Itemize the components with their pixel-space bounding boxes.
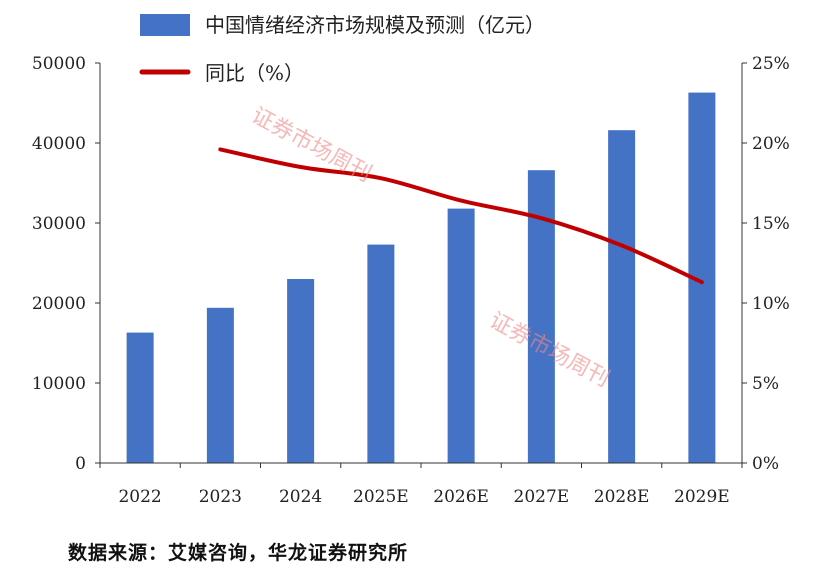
legend-bar-label: 中国情绪经济市场规模及预测（亿元） <box>205 13 545 37</box>
watermark: 证券市场周刊 <box>247 103 375 187</box>
right-tick-label: 10% <box>752 294 790 314</box>
left-tick-label: 50000 <box>32 54 86 74</box>
right-tick-label: 25% <box>752 54 790 74</box>
legend-bar-swatch <box>140 14 190 36</box>
right-tick-label: 0% <box>752 454 779 474</box>
x-tick-label: 2024 <box>279 487 322 507</box>
bar-2025E <box>367 244 395 463</box>
right-tick-label: 5% <box>752 374 779 394</box>
left-tick-label: 20000 <box>32 294 86 314</box>
right-tick-label: 15% <box>752 214 790 234</box>
bar-2023 <box>206 307 234 463</box>
yoy-line <box>218 147 704 285</box>
x-tick-label: 2023 <box>199 487 242 507</box>
left-tick-label: 0 <box>75 454 86 474</box>
x-tick-label: 2025E <box>353 487 409 507</box>
x-tick-label: 2028E <box>594 487 650 507</box>
bar-2024 <box>287 279 315 463</box>
x-tick-label: 2027E <box>514 487 570 507</box>
left-tick-label: 10000 <box>32 374 86 394</box>
right-tick-label: 20% <box>752 134 790 154</box>
left-tick-label: 40000 <box>32 134 86 154</box>
bar-2022 <box>126 332 154 463</box>
x-tick-label: 2029E <box>674 487 730 507</box>
bar-2028E <box>608 130 636 463</box>
source-note: 数据来源：艾媒咨询，华龙证券研究所 <box>68 542 409 564</box>
left-tick-label: 30000 <box>32 214 86 234</box>
x-tick-label: 2026E <box>433 487 489 507</box>
bar-2026E <box>447 208 475 463</box>
x-tick-label: 2022 <box>118 487 161 507</box>
legend-line-label: 同比（%） <box>205 61 304 85</box>
